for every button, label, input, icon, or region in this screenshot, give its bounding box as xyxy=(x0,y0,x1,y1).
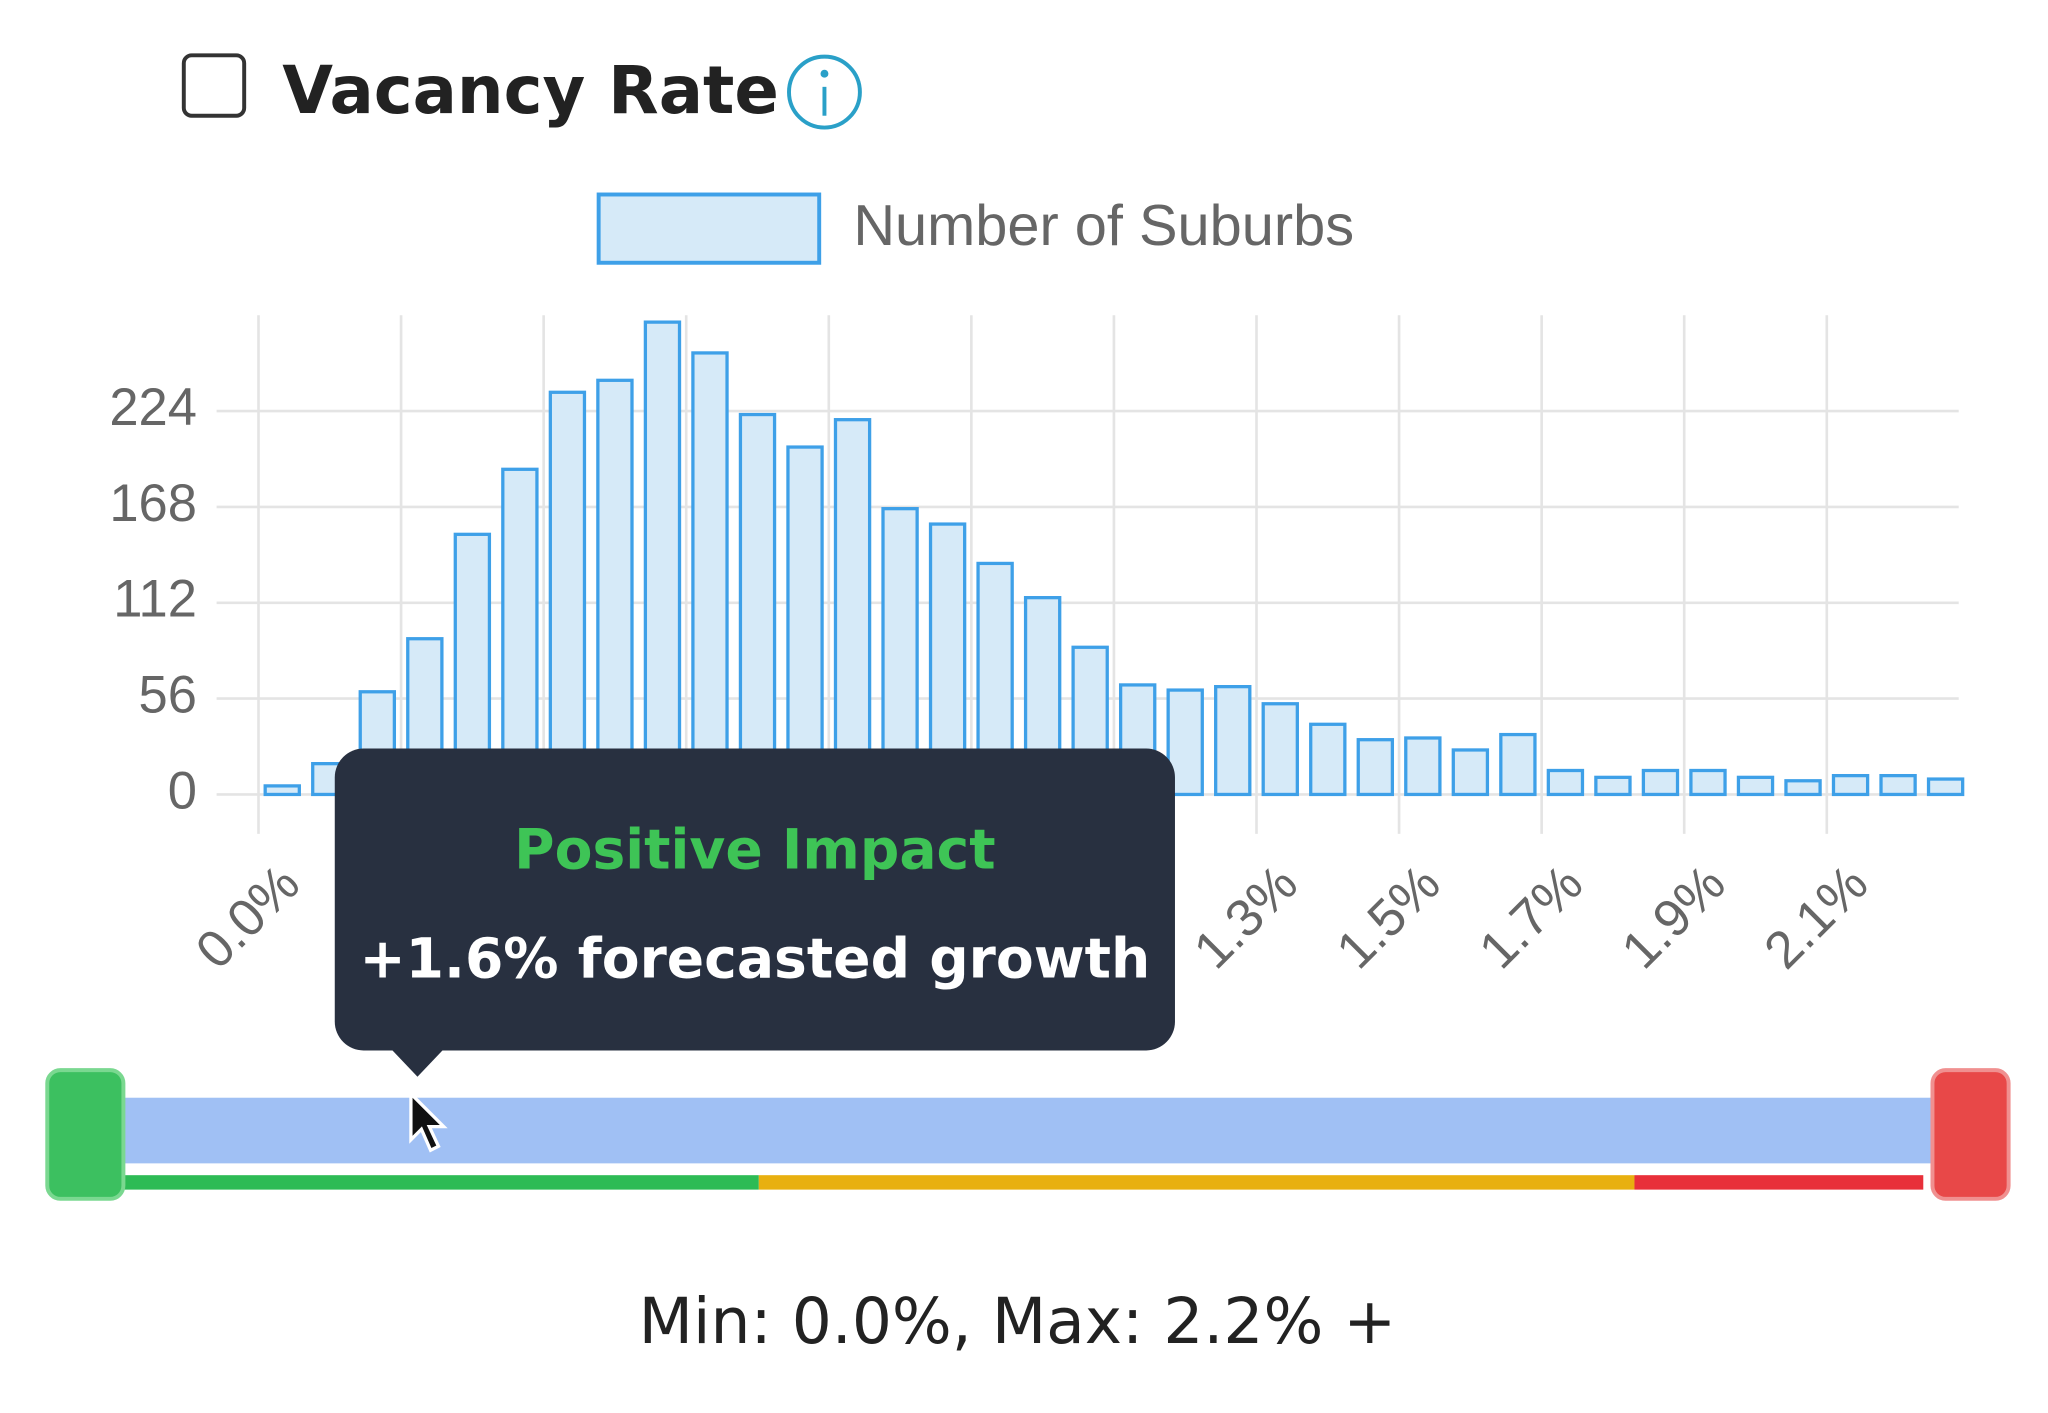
bar xyxy=(596,378,634,797)
max-handle[interactable] xyxy=(1930,1068,2011,1201)
range-summary: Min: 0.0%, Max: 2.2% + xyxy=(639,1285,1397,1358)
zone-orange xyxy=(758,1175,1635,1190)
bar xyxy=(501,467,539,797)
bar xyxy=(1546,768,1585,797)
bar xyxy=(1404,736,1442,797)
y-tick-label: 224 xyxy=(109,378,197,437)
bar xyxy=(1641,768,1680,797)
zone-green xyxy=(120,1175,759,1190)
x-tick-label: 1.5% xyxy=(1325,854,1451,980)
y-tick-label: 56 xyxy=(139,665,197,724)
tooltip-text: +1.6% forecasted growth xyxy=(359,928,1150,992)
y-tick-label: 0 xyxy=(168,761,197,820)
tooltip-title: Positive Impact xyxy=(514,819,995,883)
checkbox[interactable] xyxy=(181,53,247,118)
bar xyxy=(833,418,872,797)
bar xyxy=(1879,773,1917,797)
x-tick-label: 1.3% xyxy=(1183,854,1309,980)
bar xyxy=(1594,775,1632,797)
bar xyxy=(1261,702,1299,797)
x-tick-label: 1.9% xyxy=(1610,854,1736,980)
bar xyxy=(738,412,777,797)
bar xyxy=(1784,779,1822,797)
legend-label: Number of Suburbs xyxy=(853,194,1354,258)
bar xyxy=(548,390,587,797)
legend-swatch xyxy=(596,192,822,265)
x-tick-label: 1.7% xyxy=(1468,854,1594,980)
zone-red xyxy=(1634,1175,1924,1190)
bar xyxy=(1214,685,1252,797)
bar xyxy=(1499,732,1537,797)
x-tick-label: 0.0% xyxy=(185,854,311,980)
filter-title: Vacancy Rate xyxy=(282,53,779,129)
bar xyxy=(1356,738,1395,797)
x-tick-label: 2.1% xyxy=(1753,854,1879,980)
info-icon[interactable] xyxy=(787,54,862,130)
range-slider xyxy=(45,1068,2011,1201)
bar xyxy=(786,445,824,797)
bar xyxy=(1926,777,1965,797)
slider-track[interactable] xyxy=(81,1097,1972,1164)
y-tick-label: 168 xyxy=(109,474,197,533)
bar xyxy=(1736,775,1775,797)
bar xyxy=(1451,748,1490,797)
y-tick-label: 112 xyxy=(113,570,197,629)
bar xyxy=(881,507,919,797)
min-handle[interactable] xyxy=(45,1068,126,1201)
bar xyxy=(1689,768,1727,797)
bar xyxy=(1831,773,1870,797)
bar xyxy=(263,784,301,797)
cursor xyxy=(409,1089,448,1153)
bar xyxy=(691,351,729,797)
bar xyxy=(643,320,682,797)
bar xyxy=(1166,688,1204,797)
tooltip: Positive Impact +1.6% forecasted growth xyxy=(334,748,1175,1077)
bar xyxy=(1309,722,1347,797)
